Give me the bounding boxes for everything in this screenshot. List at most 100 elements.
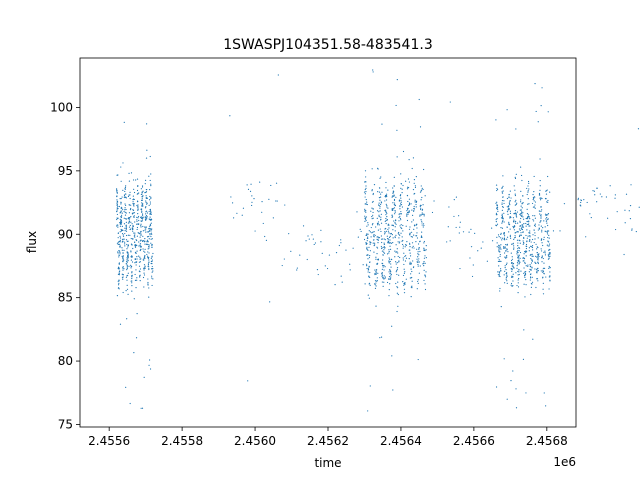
- data-point: [396, 79, 398, 81]
- data-point: [151, 259, 153, 261]
- data-point: [518, 273, 520, 276]
- data-point: [142, 225, 144, 228]
- data-point: [469, 257, 471, 259]
- data-point: [375, 273, 377, 275]
- data-point: [541, 229, 543, 231]
- data-point: [528, 250, 530, 252]
- data-point: [506, 197, 509, 200]
- data-point: [410, 296, 412, 298]
- data-point: [393, 185, 395, 187]
- data-point: [392, 229, 394, 231]
- data-point: [275, 200, 277, 202]
- data-point: [270, 184, 272, 187]
- data-point: [377, 229, 380, 231]
- data-point: [417, 243, 420, 245]
- data-point: [148, 243, 150, 246]
- data-point: [423, 168, 425, 171]
- data-point: [151, 228, 153, 230]
- data-point: [116, 207, 118, 209]
- data-point: [482, 241, 484, 243]
- data-point: [395, 282, 397, 285]
- data-point: [372, 69, 374, 71]
- data-point: [522, 240, 524, 242]
- data-point: [531, 267, 533, 269]
- data-point: [518, 235, 521, 238]
- data-point: [375, 285, 377, 287]
- data-point: [546, 231, 548, 233]
- data-point: [498, 260, 501, 263]
- data-point: [145, 191, 148, 193]
- data-point: [497, 273, 499, 276]
- data-point: [296, 269, 298, 271]
- data-point: [502, 220, 504, 222]
- data-point: [592, 190, 594, 192]
- data-point: [388, 249, 390, 251]
- data-point: [531, 202, 534, 205]
- data-point: [388, 227, 390, 229]
- data-point: [124, 187, 126, 189]
- data-point: [407, 178, 410, 180]
- data-point: [137, 193, 139, 195]
- data-point: [262, 222, 264, 225]
- y-tick-label: 95: [58, 164, 73, 178]
- data-point: [384, 247, 386, 249]
- data-point: [128, 180, 131, 182]
- data-point: [544, 226, 546, 228]
- data-point: [537, 267, 539, 269]
- data-point: [496, 246, 498, 248]
- data-point: [512, 217, 515, 219]
- data-point: [533, 200, 535, 202]
- data-point: [148, 228, 150, 230]
- data-point: [542, 288, 544, 290]
- data-point: [529, 245, 532, 247]
- data-point: [126, 257, 128, 259]
- data-point: [417, 265, 419, 267]
- data-point: [521, 207, 523, 209]
- data-point: [458, 215, 460, 217]
- data-point: [133, 235, 135, 237]
- data-point: [121, 225, 123, 227]
- data-point: [311, 234, 313, 236]
- data-point: [408, 249, 410, 251]
- data-point: [129, 402, 131, 405]
- data-point: [130, 237, 132, 240]
- data-point: [381, 238, 383, 240]
- data-point: [508, 231, 510, 233]
- data-point: [122, 269, 124, 271]
- data-point: [418, 261, 420, 263]
- data-point: [526, 240, 528, 242]
- data-point: [384, 231, 386, 233]
- data-point: [502, 185, 504, 187]
- data-point: [531, 281, 534, 283]
- data-point: [116, 203, 118, 205]
- data-point: [124, 188, 126, 191]
- data-point: [383, 233, 386, 235]
- data-point: [378, 236, 381, 239]
- data-point: [520, 205, 522, 207]
- data-point: [399, 213, 401, 215]
- data-point: [548, 249, 550, 251]
- data-point: [116, 200, 119, 202]
- data-point: [141, 202, 143, 204]
- data-point: [128, 220, 130, 223]
- data-point: [130, 250, 132, 252]
- data-point: [474, 232, 476, 234]
- data-point: [119, 270, 121, 272]
- data-point: [449, 101, 451, 103]
- data-point: [525, 247, 528, 250]
- data-point: [404, 260, 407, 262]
- data-point: [423, 247, 425, 249]
- data-point: [140, 232, 142, 234]
- data-point: [146, 241, 148, 243]
- data-point: [503, 221, 505, 223]
- data-point: [118, 280, 120, 282]
- data-point: [374, 280, 377, 282]
- data-point: [546, 218, 548, 220]
- data-point: [120, 197, 122, 200]
- data-point: [503, 358, 505, 360]
- data-point: [549, 280, 551, 282]
- data-point: [506, 275, 508, 278]
- data-point: [416, 288, 418, 290]
- data-point: [586, 201, 588, 204]
- data-point: [535, 110, 537, 113]
